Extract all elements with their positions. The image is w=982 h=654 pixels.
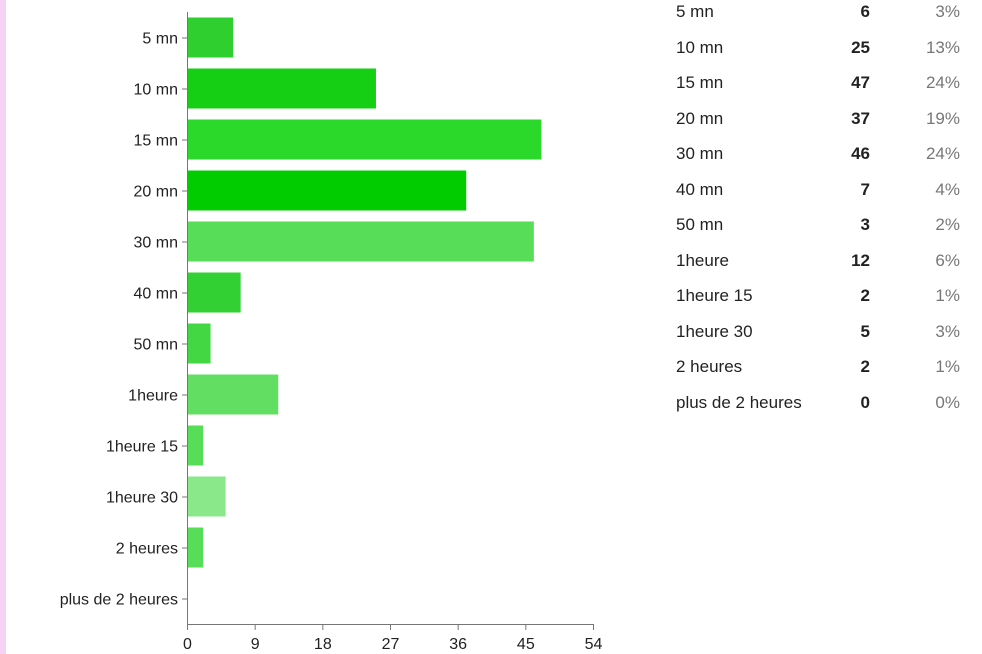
category-label: 20 mn <box>134 184 178 201</box>
bar-11 <box>188 527 204 568</box>
table-row: 2 heures 2 1% <box>676 355 966 379</box>
row-label: 40 mn <box>676 179 724 199</box>
row-label: 1heure <box>676 250 729 270</box>
row-percent: 3% <box>935 2 960 21</box>
bar-10 <box>188 476 226 517</box>
x-tick-label: 54 <box>585 636 603 653</box>
row-count: 46 <box>851 144 870 163</box>
table-row: 15 mn 47 24% <box>676 71 966 95</box>
row-count: 25 <box>851 37 870 57</box>
row-label: 5 mn <box>676 2 714 21</box>
row-label: 20 mn <box>676 108 724 128</box>
row-label: 1heure 15 <box>676 286 753 305</box>
row-count: 7 <box>860 179 870 199</box>
row-count: 0 <box>860 392 870 412</box>
row-percent: 1% <box>935 357 960 376</box>
row-percent: 19% <box>925 108 960 128</box>
bar-3 <box>188 119 542 160</box>
bar-4 <box>188 170 467 211</box>
bar-7 <box>188 323 211 364</box>
category-label: 40 mn <box>134 286 178 303</box>
y-ticks-group <box>182 37 187 600</box>
x-tick-label: 36 <box>449 636 467 653</box>
x-tick-label: 9 <box>251 636 260 653</box>
row-label: 10 mn <box>676 37 724 57</box>
row-label: 1heure 30 <box>676 321 753 341</box>
category-label: 5 mn <box>142 31 178 48</box>
table-row: 1heure 30 5 3% <box>676 320 966 344</box>
category-label: 2 heures <box>116 541 178 558</box>
left-border-strip <box>0 0 6 654</box>
table-row: 30 mn 46 24% <box>676 142 966 166</box>
row-label: 30 mn <box>676 144 724 163</box>
bar-1 <box>188 17 234 58</box>
row-percent: 3% <box>935 321 960 341</box>
row-percent: 6% <box>935 250 960 270</box>
category-labels-group: 5 mn 10 mn 15 mn 20 mn 30 mn 40 mn 50 mn 1heure… <box>60 31 178 609</box>
bar-9 <box>188 425 204 466</box>
row-count: 12 <box>851 250 870 270</box>
row-count: 5 <box>860 321 870 341</box>
bar-2 <box>188 68 376 109</box>
category-label: 1heure 15 <box>106 439 178 456</box>
x-tick-label: 27 <box>382 636 400 653</box>
bars-group <box>188 17 542 568</box>
row-count: 2 <box>860 286 870 305</box>
row-count: 3 <box>860 215 870 234</box>
row-percent: 24% <box>925 144 960 163</box>
x-ticks-group: 0 9 18 27 36 45 54 <box>183 624 603 653</box>
row-percent: 1% <box>935 286 960 305</box>
bar-6 <box>188 272 241 313</box>
x-tick-label: 18 <box>314 636 332 653</box>
row-count: 2 <box>860 357 870 376</box>
table-row: 1heure 15 2 1% <box>676 284 966 308</box>
row-count: 37 <box>851 108 870 128</box>
row-percent: 0% <box>935 392 960 412</box>
bar-5 <box>188 221 534 262</box>
row-count: 47 <box>851 73 870 92</box>
row-percent: 13% <box>925 37 960 57</box>
row-count: 6 <box>860 2 870 21</box>
category-label: 30 mn <box>134 235 178 252</box>
category-label: 1heure <box>128 388 178 405</box>
table-row: 1heure 12 6% <box>676 249 966 273</box>
table-row: plus de 2 heures 0 0% <box>676 391 966 415</box>
bar-8 <box>188 374 279 415</box>
row-percent: 24% <box>925 73 960 92</box>
table-row: 50 mn 3 2% <box>676 213 966 237</box>
row-label: 2 heures <box>676 357 743 376</box>
table-row: 10 mn 25 13% <box>676 36 966 60</box>
table-row: 40 mn 7 4% <box>676 178 966 202</box>
category-label: 15 mn <box>134 133 178 150</box>
table-row: 20 mn 37 19% <box>676 107 966 131</box>
row-percent: 4% <box>935 179 960 199</box>
row-label: 50 mn <box>676 215 724 234</box>
table-row: 5 mn 6 3% <box>676 0 966 24</box>
row-label: 15 mn <box>676 73 724 92</box>
category-label: plus de 2 heures <box>60 592 178 609</box>
row-percent: 2% <box>935 215 960 234</box>
row-label: plus de 2 heures <box>676 392 802 412</box>
bar-chart: 5 mn 10 mn 15 mn 20 mn 30 mn 40 mn 50 mn 1heure… <box>60 12 603 653</box>
category-label: 50 mn <box>134 337 178 354</box>
x-tick-label: 0 <box>183 636 192 653</box>
category-label: 10 mn <box>134 82 178 99</box>
x-tick-label: 45 <box>517 636 535 653</box>
category-label: 1heure 30 <box>106 490 178 507</box>
